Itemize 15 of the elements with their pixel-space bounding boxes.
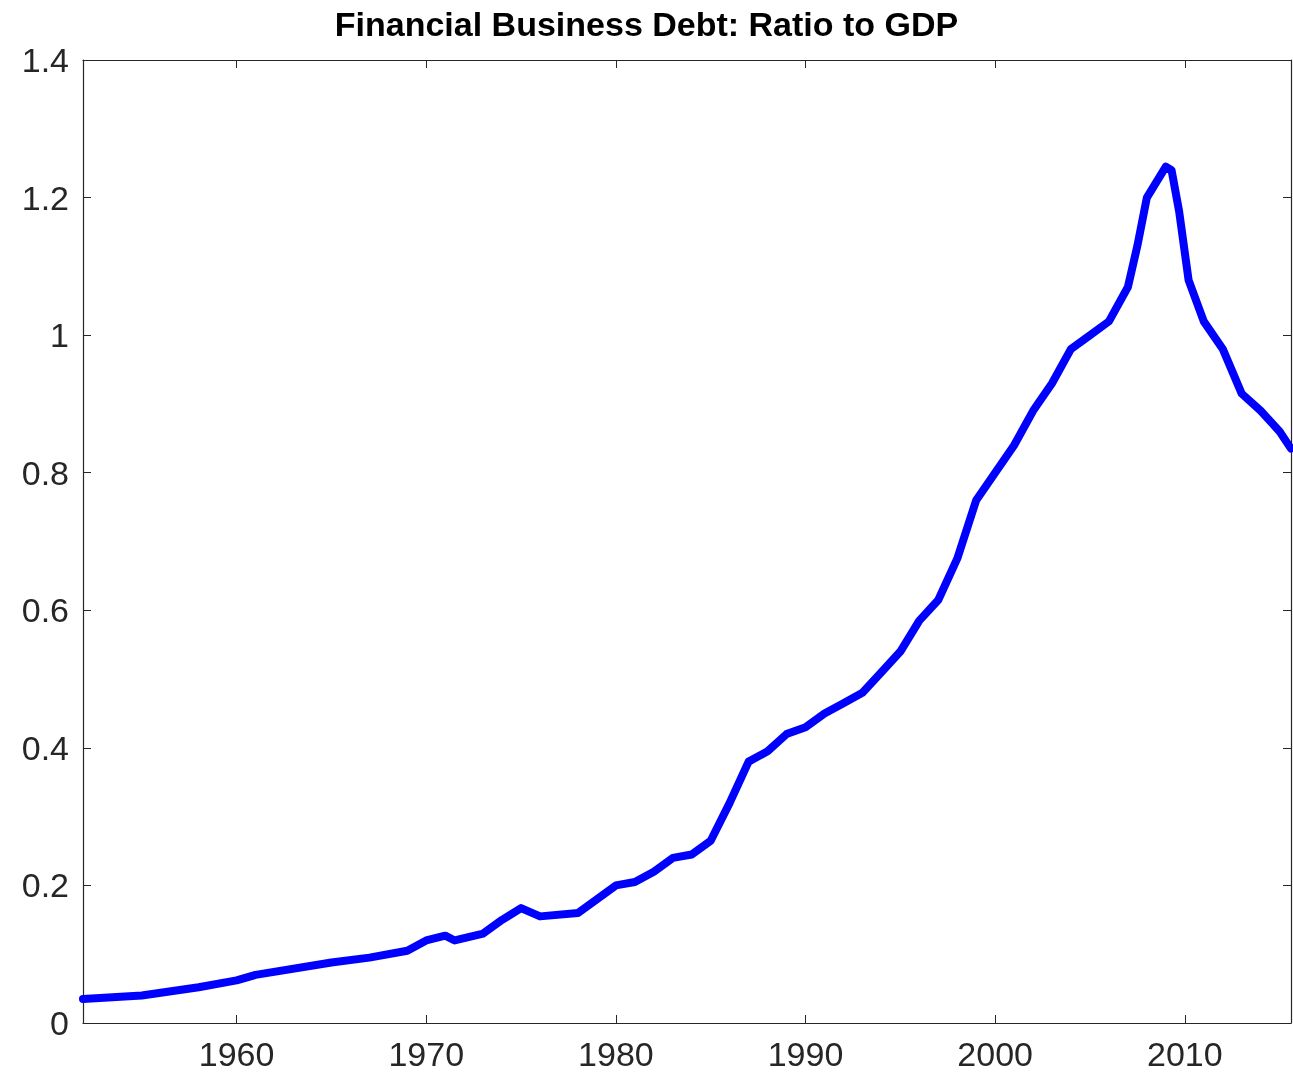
y-tick-label: 0.6: [21, 591, 69, 630]
y-tick-label: 0.4: [21, 728, 69, 767]
y-tick-label: 0.8: [21, 453, 69, 492]
x-tick-label: 2010: [1146, 1035, 1223, 1073]
x-tick-label: 1990: [767, 1035, 844, 1073]
y-tick-label: 0.2: [21, 866, 69, 905]
x-tick-label: 1960: [198, 1035, 275, 1073]
x-tick-label: 1980: [578, 1035, 654, 1073]
x-tick-label: 2000: [957, 1035, 1033, 1073]
y-tick-label: 0: [50, 1004, 69, 1042]
y-tick-label: 1.2: [21, 178, 69, 217]
y-tick-label: 1.4: [21, 41, 69, 79]
x-tick-label: 1970: [388, 1035, 465, 1073]
chart-title: Financial Business Debt: Ratio to GDP: [334, 5, 959, 43]
y-tick-label: 1: [50, 316, 69, 355]
